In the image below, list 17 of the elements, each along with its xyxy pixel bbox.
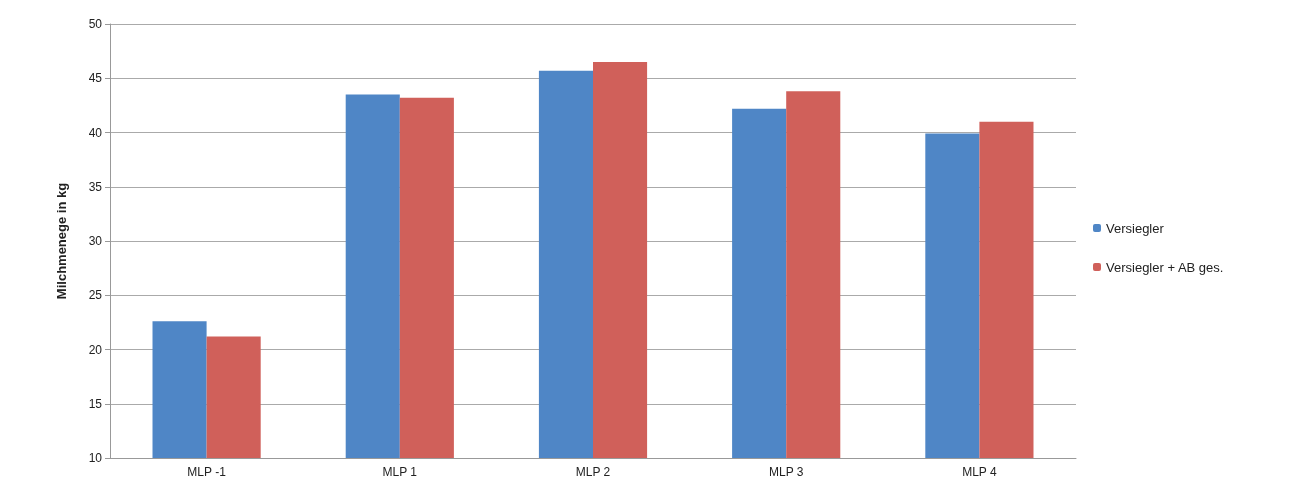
y-tick-label: 10 [88,451,103,465]
x-tick-label: MLP 1 [382,465,418,479]
y-tick-label: 30 [88,234,103,248]
y-tick-label: 35 [88,179,103,194]
legend-label: Versiegler + AB ges. [1106,259,1224,275]
x-tick-label: MLP 3 [768,465,804,479]
y-tick-label: 50 [88,17,103,31]
y-tick-label: 15 [88,396,103,411]
y-tick-label: 40 [88,125,103,140]
y-tick-label: 20 [88,342,103,357]
x-tick-label: MLP 2 [575,465,611,479]
x-tick-label: MLP 4 [962,465,997,479]
y-tick-label: 25 [88,288,103,303]
y-tick-label: 45 [88,71,103,86]
x-tick-label: MLP -1 [187,465,227,479]
legend-label: Versiegler [1106,220,1165,236]
y-axis-title: Milchmenege in kg [54,182,69,300]
